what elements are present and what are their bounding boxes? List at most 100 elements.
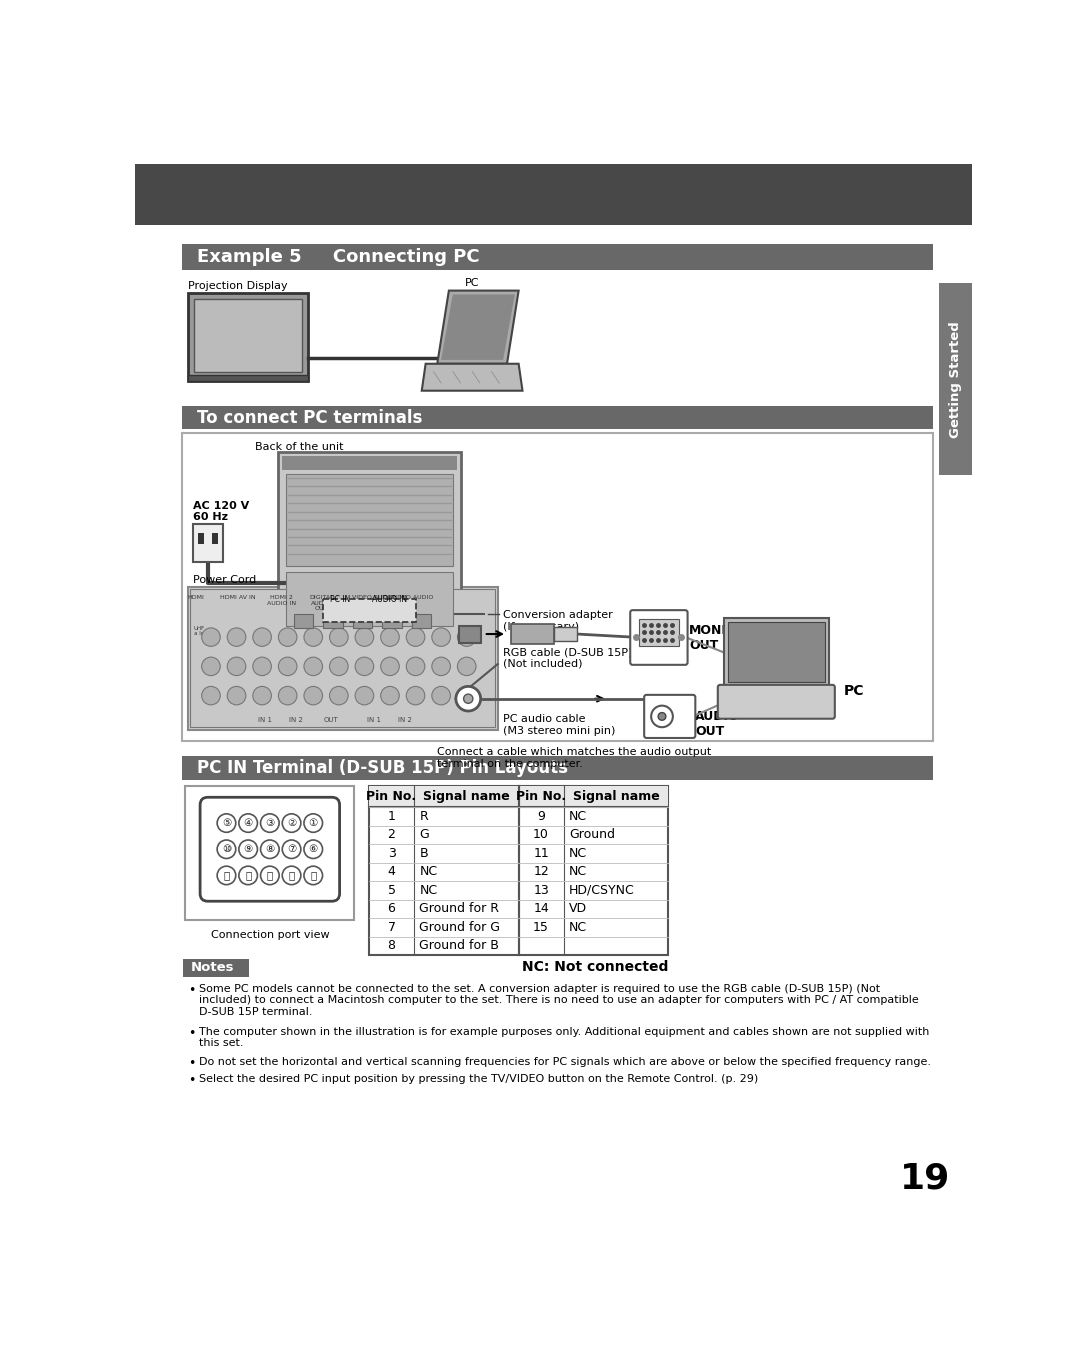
Circle shape (303, 657, 323, 676)
Text: 14: 14 (534, 902, 549, 916)
Text: PC: PC (464, 278, 480, 288)
Bar (939, 284, 972, 476)
Text: NC: Not connected: NC: Not connected (523, 960, 669, 973)
Polygon shape (422, 364, 523, 391)
Text: Some PC models cannot be connected to the set. A conversion adapter is required : Some PC models cannot be connected to th… (199, 984, 918, 1017)
Text: HDMI AV IN: HDMI AV IN (220, 594, 256, 600)
Circle shape (279, 657, 297, 676)
Text: •: • (188, 1056, 195, 1070)
Text: Connection port view: Connection port view (211, 930, 329, 939)
Bar (181, 433, 933, 741)
Bar (286, 474, 453, 566)
Bar (188, 375, 308, 382)
Circle shape (355, 687, 374, 705)
Circle shape (202, 628, 220, 646)
Circle shape (329, 687, 348, 705)
Bar (190, 589, 496, 728)
Text: Signal name: Signal name (572, 791, 659, 803)
Text: HDMI: HDMI (188, 594, 204, 600)
Bar (279, 453, 460, 637)
Circle shape (432, 657, 450, 676)
Circle shape (458, 687, 476, 705)
Circle shape (355, 628, 374, 646)
Circle shape (432, 687, 450, 705)
Bar (724, 617, 828, 687)
Text: Ground: Ground (569, 829, 615, 841)
Text: ⑪: ⑪ (310, 871, 316, 880)
Text: The computer shown in the illustration is for example purposes only. Additional : The computer shown in the illustration i… (199, 1026, 929, 1048)
Circle shape (227, 687, 246, 705)
Text: To connect PC terminals: To connect PC terminals (197, 409, 422, 427)
Text: NC: NC (569, 810, 588, 823)
Text: Signal name: Signal name (423, 791, 510, 803)
Text: PC IN: PC IN (329, 594, 350, 604)
Circle shape (458, 628, 476, 646)
Text: RGB cable (D-SUB 15P)
(Not included): RGB cable (D-SUB 15P) (Not included) (503, 647, 633, 669)
Text: ⑨: ⑨ (243, 844, 253, 855)
Text: •: • (188, 1074, 195, 1086)
Text: •: • (188, 1026, 195, 1040)
Polygon shape (441, 294, 515, 360)
Bar (353, 613, 373, 628)
Text: 2: 2 (388, 829, 395, 841)
Bar (183, 960, 248, 977)
Text: NC: NC (419, 866, 437, 879)
Circle shape (217, 866, 235, 885)
Bar (511, 624, 554, 645)
Text: Conversion adapter
(If necessary): Conversion adapter (If necessary) (503, 611, 612, 632)
Circle shape (253, 657, 271, 676)
Text: IN 2: IN 2 (397, 717, 411, 724)
Bar (186, 785, 354, 920)
Circle shape (260, 814, 279, 833)
Text: 5: 5 (388, 885, 395, 897)
Text: 4: 4 (388, 866, 395, 879)
Text: 3: 3 (388, 846, 395, 860)
Circle shape (279, 628, 297, 646)
Bar (212, 533, 218, 544)
Text: ⑤: ⑤ (221, 818, 231, 829)
FancyBboxPatch shape (200, 797, 339, 901)
FancyBboxPatch shape (718, 684, 835, 718)
Circle shape (380, 687, 400, 705)
Text: 15: 15 (534, 921, 549, 934)
Text: PC audio cable
(M3 stereo mini pin): PC audio cable (M3 stereo mini pin) (503, 714, 616, 736)
FancyBboxPatch shape (644, 695, 696, 737)
Bar (323, 598, 416, 622)
Text: 12: 12 (534, 866, 549, 879)
Circle shape (432, 628, 450, 646)
Text: Ground for G: Ground for G (419, 921, 500, 934)
Text: 9: 9 (537, 810, 545, 823)
Circle shape (253, 687, 271, 705)
Circle shape (217, 840, 235, 859)
Bar (286, 571, 453, 626)
Circle shape (355, 657, 374, 676)
Circle shape (303, 866, 323, 885)
Circle shape (303, 840, 323, 859)
Text: 8: 8 (388, 939, 395, 953)
Bar (728, 622, 825, 682)
Text: G: G (419, 829, 429, 841)
Text: Power Cord: Power Cord (193, 575, 256, 585)
Circle shape (406, 687, 424, 705)
Text: ②: ② (287, 818, 296, 829)
Text: Pin No.: Pin No. (366, 791, 417, 803)
Circle shape (217, 814, 235, 833)
Bar (294, 613, 313, 628)
Text: NC: NC (569, 866, 588, 879)
Text: 10: 10 (534, 829, 549, 841)
Circle shape (380, 657, 400, 676)
Text: 7: 7 (388, 921, 395, 934)
Circle shape (406, 657, 424, 676)
Text: Connect a cable which matches the audio output
terminal on the computer.: Connect a cable which matches the audio … (437, 747, 712, 769)
Bar (181, 756, 933, 780)
Bar (188, 293, 308, 382)
Circle shape (253, 628, 271, 646)
Bar (198, 533, 204, 544)
Circle shape (282, 814, 301, 833)
Circle shape (239, 866, 257, 885)
Circle shape (303, 814, 323, 833)
Text: ⑦: ⑦ (287, 844, 296, 855)
Circle shape (260, 866, 279, 885)
Circle shape (303, 628, 323, 646)
Bar (193, 523, 222, 563)
